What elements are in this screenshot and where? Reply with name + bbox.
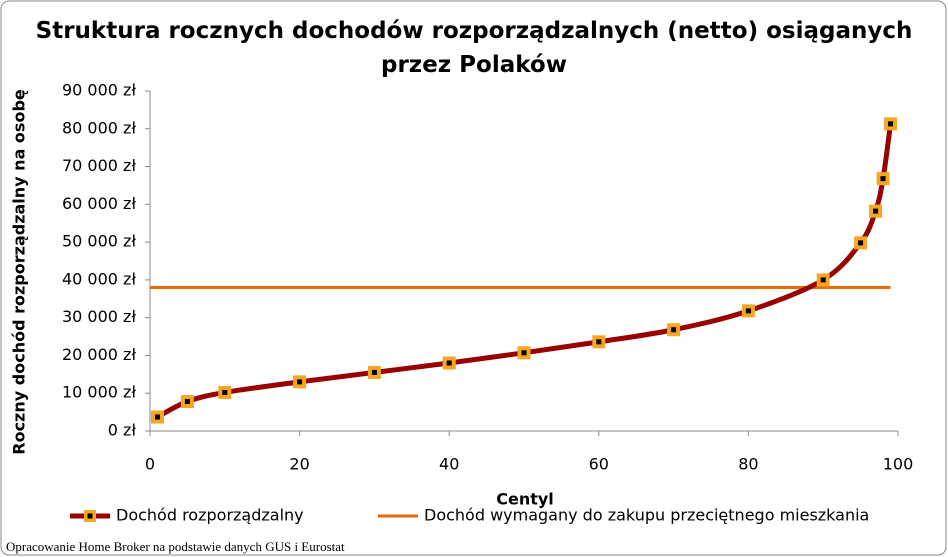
y-tick-label: 10 000 zł: [62, 383, 136, 402]
legend-label: Dochód wymagany do zakupu przeciętnego m…: [424, 506, 869, 525]
x-tick-label: 80: [738, 455, 758, 474]
x-tick-label: 100: [883, 455, 914, 474]
series-line: [156, 123, 893, 420]
y-tick-label: 50 000 zł: [62, 232, 136, 251]
y-tick-label: 30 000 zł: [62, 307, 136, 326]
y-tick-label: 40 000 zł: [62, 269, 136, 288]
marker-center: [888, 121, 894, 127]
source-note: Opracowanie Home Broker na podstawie dan…: [6, 539, 345, 554]
marker-center: [154, 414, 160, 420]
marker-center: [820, 277, 826, 283]
y-tick-label: 90 000 zł: [62, 81, 136, 100]
y-tick-label: 70 000 zł: [62, 156, 136, 175]
marker-center: [745, 308, 751, 314]
marker-center: [371, 369, 377, 375]
marker-center: [184, 399, 190, 405]
y-tick-label: 20 000 zł: [62, 345, 136, 364]
marker-center: [671, 327, 677, 333]
marker-center: [880, 176, 886, 182]
x-tick-label: 20: [289, 455, 309, 474]
marker-center: [873, 208, 879, 214]
legend-label: Dochód rozporządzalny: [116, 506, 304, 525]
marker-center: [858, 240, 864, 246]
y-tick-label: 0 zł: [108, 421, 137, 440]
x-tick-label: 40: [439, 455, 459, 474]
marker-center: [521, 350, 527, 356]
marker-center: [446, 360, 452, 366]
marker-center: [596, 339, 602, 345]
chart-title: Struktura rocznych dochodów rozporządzal…: [35, 18, 913, 78]
y-tick-label: 60 000 zł: [62, 194, 136, 213]
y-tick-label: 80 000 zł: [62, 118, 136, 137]
x-tick-label: 0: [145, 455, 155, 474]
marker-center: [297, 379, 303, 385]
x-tick-label: 60: [589, 455, 609, 474]
x-axis-label: Centyl: [496, 490, 554, 509]
legend-marker-center: [87, 513, 93, 519]
y-axis-label: Roczny dochód rozporządzalny na osobę: [10, 89, 29, 455]
marker-center: [222, 389, 228, 395]
